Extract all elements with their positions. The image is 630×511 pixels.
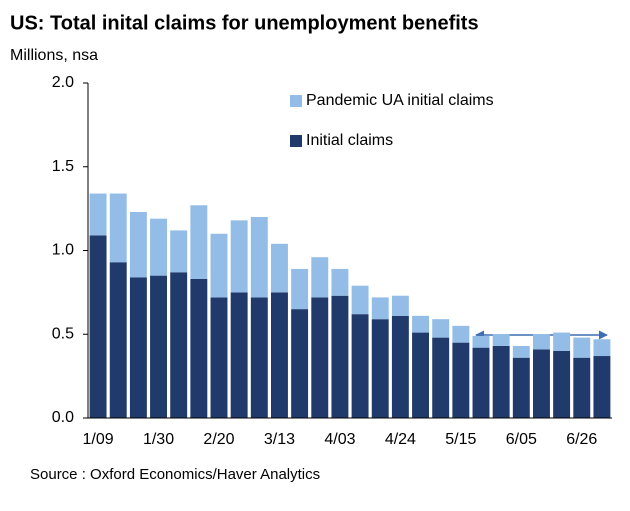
bar-segment [532, 349, 550, 418]
bar-segment [432, 319, 450, 338]
x-tick-label: 1/30 [143, 431, 174, 448]
x-tick-label: 6/05 [506, 431, 537, 448]
bar-segment [129, 277, 147, 418]
bar-segment [250, 217, 268, 298]
bar-segment [311, 297, 329, 418]
bar-segment [190, 278, 208, 418]
bar-segment [573, 357, 591, 418]
chart-title: US: Total inital claims for unemployment… [10, 12, 479, 34]
bar-segment [331, 295, 349, 418]
bar-segment [109, 262, 127, 418]
bar-segment [593, 356, 611, 418]
bar-segment [472, 335, 490, 348]
bar-segment [270, 243, 288, 293]
bar-segment [593, 339, 611, 357]
bar-segment [472, 347, 490, 418]
bar-segment [230, 220, 248, 293]
bar-segment [492, 334, 510, 346]
bar-segment [432, 337, 450, 418]
source: Source : Oxford Economics/Haver Analytic… [30, 466, 320, 483]
bar-segment [412, 332, 430, 418]
bar-segment [129, 211, 147, 278]
x-tick-label: 2/20 [203, 431, 234, 448]
bar-segment [553, 351, 571, 418]
legend-swatch [290, 135, 302, 147]
y-tick-label: 0.5 [52, 325, 74, 342]
bar-segment [230, 292, 248, 418]
bar-segment [532, 334, 550, 350]
bar-segment [351, 314, 369, 418]
y-axis-label: Millions, nsa [10, 47, 98, 64]
bar-segment [109, 193, 127, 263]
bar-segment [452, 342, 470, 418]
bar-segment [150, 275, 168, 418]
legend-swatch [290, 95, 302, 107]
y-tick-label: 0.0 [52, 409, 74, 426]
x-tick-label: 4/03 [324, 431, 355, 448]
bar-segment [210, 297, 228, 418]
x-tick-label: 1/09 [83, 431, 114, 448]
bar-segment [553, 332, 571, 351]
y-tick-label: 1.5 [52, 158, 74, 175]
y-tick-label: 1.0 [52, 242, 74, 259]
bar-segment [170, 272, 188, 418]
bar-segment [89, 193, 107, 236]
legend-label: Initial claims [306, 132, 393, 149]
x-tick-label: 5/15 [445, 431, 476, 448]
bar-segment [270, 292, 288, 418]
y-tick-label: 2.0 [52, 74, 74, 91]
bar-segment [210, 233, 228, 298]
bar-segment [311, 257, 329, 298]
bar-segment [150, 218, 168, 276]
bar-segment [351, 285, 369, 315]
bar-segment [512, 345, 530, 358]
bar-segment [492, 345, 510, 418]
bar-segment [391, 315, 409, 418]
bar-segment [391, 295, 409, 316]
bar-segment [573, 337, 591, 358]
bar-segment [371, 319, 389, 418]
legend-label: Pandemic UA initial claims [306, 92, 494, 109]
x-tick-label: 3/13 [264, 431, 295, 448]
x-tick-label: 4/24 [385, 431, 416, 448]
bar-segment [452, 325, 470, 343]
bar-segment [170, 230, 188, 273]
x-tick-label: 6/26 [566, 431, 597, 448]
bar-segment [371, 297, 389, 320]
bar-segment [250, 297, 268, 418]
bar-segment [190, 205, 208, 279]
bar-segment [89, 235, 107, 418]
bar-segment [291, 309, 309, 418]
bar-segment [512, 357, 530, 418]
bar-segment [291, 268, 309, 310]
bar-segment [412, 315, 430, 333]
bar-segment [331, 268, 349, 296]
